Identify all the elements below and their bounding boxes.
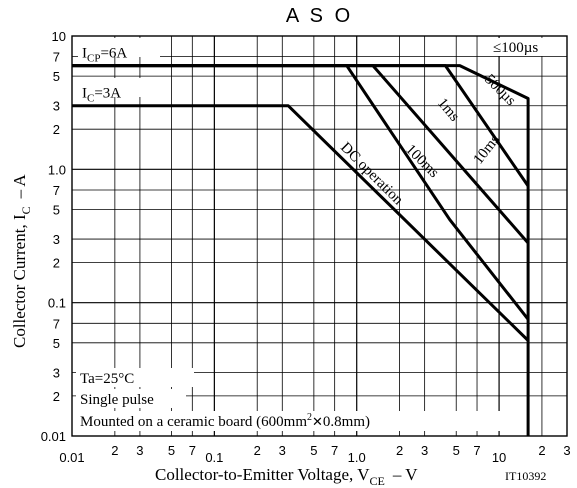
y-tick-label: 7: [53, 50, 60, 65]
x-tick-label: 5: [168, 443, 175, 458]
y-tick-label: 5: [53, 336, 60, 351]
y-tick-label: 3: [53, 365, 60, 380]
x-tick-label: 2: [538, 443, 545, 458]
x-tick-label: 7: [473, 443, 480, 458]
x-tick-label: 0.01: [59, 450, 84, 465]
pulse-100us-label: ≤100µs: [493, 40, 538, 56]
icp-label: ICP=6A: [82, 46, 127, 65]
condition-pulse: Single pulse: [80, 392, 154, 408]
x-tick-label: 3: [421, 443, 428, 458]
dc-operation-label: DC operation: [337, 140, 406, 209]
chart-title: A S O: [286, 5, 353, 27]
label-background: [78, 38, 160, 57]
condition-board: Mounted on a ceramic board (600mm2✕0.8mm…: [80, 412, 370, 430]
ic-label: IC=3A: [82, 86, 121, 105]
pulse-100ms-label: 100ms: [402, 142, 442, 182]
x-tick-label: 3: [136, 443, 143, 458]
y-tick-label: 0.01: [41, 429, 66, 444]
y-tick-label: 5: [53, 69, 60, 84]
series-line: [72, 104, 530, 342]
series-layer: [72, 64, 530, 436]
y-tick-label: 2: [53, 389, 60, 404]
conditions-background: [76, 368, 194, 387]
x-tick-label: 2: [254, 443, 261, 458]
y-tick-label: 3: [53, 99, 60, 114]
tick-labels: 0.01 2 3 5 7 0.1 2 3 5 7 1.0 2 3 5 7 10 2 30.0123570.1235…: [41, 29, 571, 465]
plot-frame: [71, 35, 568, 437]
y-tick-label: 2: [53, 256, 60, 271]
label-background: [78, 78, 148, 97]
x-tick-label: 2: [396, 443, 403, 458]
pulse-1ms-label: 1ms: [434, 95, 462, 125]
x-tick-label: 2: [111, 443, 118, 458]
x-tick-label: 5: [310, 443, 317, 458]
y-tick-label: 0.1: [48, 296, 66, 311]
figure-id: IT10392: [505, 469, 546, 483]
y-axis-label: Collector Current, IC– A: [10, 174, 33, 348]
y-tick-label: 10: [52, 29, 66, 44]
condition-temperature: Ta=25°C: [80, 371, 134, 387]
x-tick-label: 1.0: [348, 450, 366, 465]
x-tick-label: 0.1: [205, 450, 223, 465]
label-background: [491, 38, 563, 56]
x-tick-label: 7: [189, 443, 196, 458]
x-tick-label: 3: [279, 443, 286, 458]
y-tick-label: 3: [53, 232, 60, 247]
x-tick-label: 10: [492, 450, 506, 465]
series-line: [72, 64, 530, 321]
conditions-background: [76, 389, 186, 408]
x-tick-label: 5: [453, 443, 460, 458]
conditions-block: Ta=25°C Single pulse Mounted on a cerami…: [76, 368, 512, 431]
y-tick-label: 7: [53, 183, 60, 198]
pulse-10ms-label: 10ms: [471, 132, 504, 168]
conditions-background: [76, 411, 512, 431]
y-tick-label: 2: [53, 122, 60, 137]
x-tick-label: 3: [563, 443, 570, 458]
x-tick-label: 7: [331, 443, 338, 458]
y-tick-label: 5: [53, 202, 60, 217]
y-tick-label: 1.0: [48, 162, 66, 177]
y-tick-label: 7: [53, 316, 60, 331]
x-axis-label: Collector-to-Emitter Voltage, VCE – V: [155, 465, 418, 488]
